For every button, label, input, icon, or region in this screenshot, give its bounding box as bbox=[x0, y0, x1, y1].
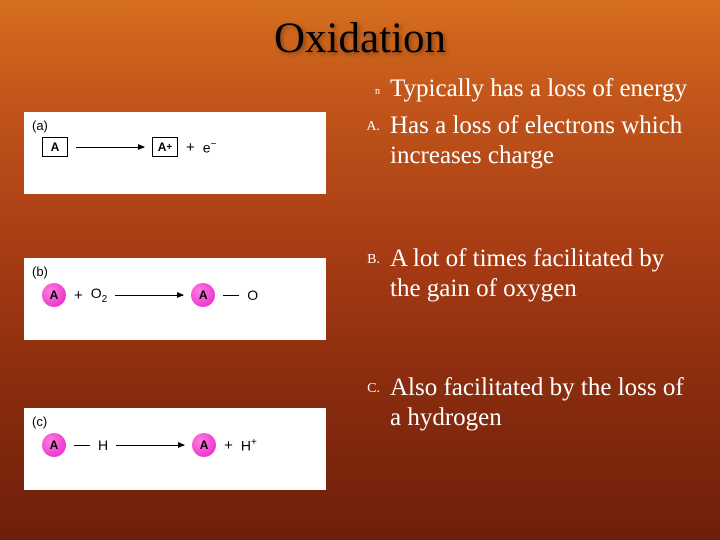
bullet-marker: n bbox=[356, 74, 390, 105]
spacer bbox=[356, 178, 696, 244]
oxygen-o2: O2 bbox=[91, 285, 107, 305]
slide: Oxidation (a) A A+ + e− (b) A + O2 A O (… bbox=[0, 0, 720, 540]
oxygen-attached: O bbox=[247, 287, 258, 303]
arrow-icon bbox=[115, 295, 183, 296]
spacer bbox=[356, 311, 696, 373]
bullet-c: C. Also facilitated by the loss of a hyd… bbox=[356, 373, 696, 434]
product-a-plus: A+ bbox=[152, 137, 178, 157]
diagram-c-label: (c) bbox=[32, 414, 318, 429]
arrow-icon bbox=[116, 445, 184, 446]
reactant-a: A bbox=[42, 137, 68, 157]
diagram-c-row: A H A + H+ bbox=[32, 433, 318, 457]
bullet-text: A lot of times facilitated by the gain o… bbox=[390, 244, 696, 305]
bond-icon bbox=[74, 445, 90, 446]
product-a-ball: A bbox=[191, 283, 215, 307]
plus-icon: + bbox=[224, 437, 233, 454]
plus-icon: + bbox=[186, 139, 195, 156]
text-column: n Typically has a loss of energy A. Has … bbox=[356, 74, 696, 440]
bullet-marker: C. bbox=[356, 373, 390, 434]
bullet-intro: n Typically has a loss of energy bbox=[356, 74, 696, 105]
hydrogen-ion: H+ bbox=[241, 437, 257, 454]
reactant-a-ball: A bbox=[42, 433, 66, 457]
bullet-a: A. Has a loss of electrons which increas… bbox=[356, 111, 696, 172]
diagram-a-label: (a) bbox=[32, 118, 318, 133]
reactant-a-ball: A bbox=[42, 283, 66, 307]
diagram-b-row: A + O2 A O bbox=[32, 283, 318, 307]
bullet-marker: B. bbox=[356, 244, 390, 305]
slide-title: Oxidation bbox=[0, 14, 720, 63]
diagram-a: (a) A A+ + e− bbox=[24, 112, 326, 194]
bullet-text: Typically has a loss of energy bbox=[390, 74, 687, 105]
bond-icon bbox=[223, 295, 239, 296]
bullet-text: Has a loss of electrons which increases … bbox=[390, 111, 696, 172]
electron: e− bbox=[203, 139, 217, 156]
bullet-marker: A. bbox=[356, 111, 390, 172]
diagram-a-row: A A+ + e− bbox=[32, 137, 318, 157]
arrow-icon bbox=[76, 147, 144, 148]
plus-icon: + bbox=[74, 287, 83, 304]
product-a-ball: A bbox=[192, 433, 216, 457]
bullet-text: Also facilitated by the loss of a hydrog… bbox=[390, 373, 696, 434]
hydrogen-attached: H bbox=[98, 437, 108, 453]
diagram-b: (b) A + O2 A O bbox=[24, 258, 326, 340]
diagram-c: (c) A H A + H+ bbox=[24, 408, 326, 490]
diagram-b-label: (b) bbox=[32, 264, 318, 279]
bullet-b: B. A lot of times facilitated by the gai… bbox=[356, 244, 696, 305]
